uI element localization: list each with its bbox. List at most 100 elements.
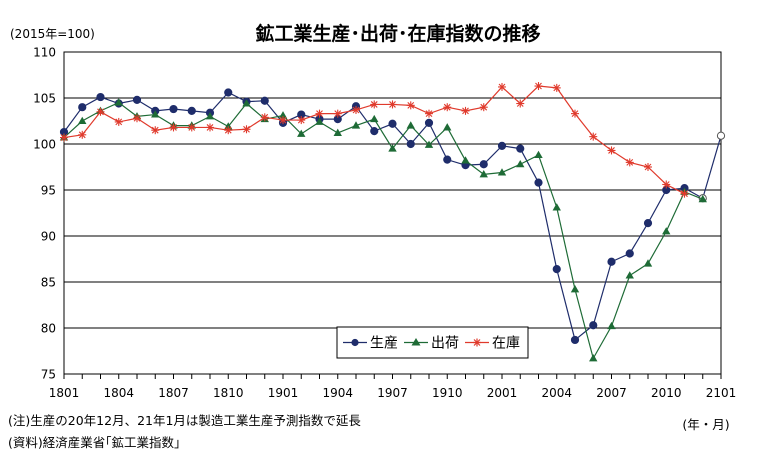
data-point-在庫 bbox=[534, 82, 543, 91]
data-point-在庫 bbox=[552, 83, 561, 92]
data-point-出荷 bbox=[589, 354, 598, 362]
data-point-生産 bbox=[589, 321, 598, 330]
data-point-在庫 bbox=[114, 117, 123, 126]
x-tick-label: 1907 bbox=[377, 386, 408, 400]
data-point-在庫 bbox=[589, 132, 598, 141]
data-point-出荷 bbox=[297, 129, 306, 137]
x-tick-label: 2010 bbox=[651, 386, 682, 400]
data-point-在庫 bbox=[406, 101, 415, 110]
data-point-生産 bbox=[534, 178, 543, 187]
y-tick-label: 75 bbox=[41, 368, 56, 382]
data-point-出荷 bbox=[278, 111, 288, 119]
data-point-出荷 bbox=[552, 203, 561, 211]
y-tick-label: 85 bbox=[41, 276, 56, 290]
y-axis: 75 80 85 90 95 100 105 110 bbox=[33, 46, 56, 382]
data-point-出荷 bbox=[443, 123, 452, 131]
plot-frame bbox=[63, 51, 722, 375]
x-tick-label: 1901 bbox=[268, 386, 299, 400]
x-tick-label: 2001 bbox=[487, 386, 518, 400]
x-tick-label: 2007 bbox=[596, 386, 627, 400]
data-point-在庫 bbox=[151, 126, 160, 135]
data-point-在庫 bbox=[370, 100, 379, 109]
data-point-出荷 bbox=[242, 99, 251, 107]
data-point-在庫 bbox=[461, 106, 470, 115]
data-point-生産 bbox=[552, 265, 561, 274]
data-point-生産 bbox=[643, 219, 653, 228]
data-point-出荷 bbox=[570, 285, 580, 293]
y-unit-label: (2015年=100) bbox=[10, 27, 95, 41]
data-point-在庫 bbox=[625, 158, 634, 167]
data-point-生産 bbox=[479, 160, 488, 169]
x-tick-label: 1904 bbox=[322, 386, 353, 400]
data-point-生産 bbox=[96, 92, 105, 102]
data-point-在庫 bbox=[169, 123, 178, 132]
data-point-在庫 bbox=[297, 116, 306, 125]
legend-marker-在庫 bbox=[473, 338, 481, 347]
data-point-在庫 bbox=[479, 103, 488, 112]
data-point-出荷 bbox=[78, 116, 87, 124]
data-point-出荷 bbox=[607, 321, 616, 330]
data-point-在庫 bbox=[607, 146, 616, 155]
legend-label-在庫: 在庫 bbox=[492, 335, 520, 352]
x-tick-label: 2101 bbox=[706, 386, 737, 400]
data-point-出荷 bbox=[516, 159, 525, 168]
data-point-生産 bbox=[224, 88, 233, 97]
data-point-在庫 bbox=[644, 163, 652, 171]
data-point-出荷 bbox=[114, 98, 123, 106]
data-point-生産 bbox=[716, 131, 726, 140]
data-point-生産 bbox=[516, 144, 525, 153]
data-point-在庫 bbox=[260, 113, 269, 122]
data-point-生産 bbox=[187, 106, 196, 115]
data-point-生産 bbox=[260, 96, 269, 105]
data-point-在庫 bbox=[133, 114, 141, 123]
data-point-出荷 bbox=[698, 194, 707, 203]
y-tick-label: 90 bbox=[41, 230, 56, 244]
legend-label-出荷: 出荷 bbox=[431, 336, 459, 352]
data-point-在庫 bbox=[333, 109, 342, 118]
x-axis: 1801 1804 1807 1810 1901 1904 1907 1910 2001 2004… bbox=[49, 374, 737, 400]
legend-box bbox=[336, 326, 529, 359]
series-在庫 bbox=[60, 82, 689, 198]
data-point-出荷 bbox=[643, 259, 653, 267]
data-point-出荷 bbox=[351, 121, 361, 129]
x-tick-label: 1804 bbox=[103, 386, 134, 400]
data-point-生産 bbox=[443, 155, 452, 164]
y-tick-label: 100 bbox=[33, 138, 56, 152]
x-unit-label: (年・月) bbox=[682, 417, 729, 432]
data-point-生産 bbox=[132, 95, 142, 104]
legend: 生産 出荷 在庫 bbox=[336, 326, 529, 359]
data-point-在庫 bbox=[242, 125, 251, 134]
data-point-在庫 bbox=[78, 130, 87, 139]
legend-label-生産: 生産 bbox=[370, 336, 398, 352]
y-tick-label: 110 bbox=[33, 46, 56, 60]
legend-marker-出荷 bbox=[411, 338, 421, 346]
data-point-出荷 bbox=[406, 121, 415, 129]
data-point-在庫 bbox=[187, 123, 196, 132]
data-point-出荷 bbox=[370, 114, 379, 123]
source-line: (資料)経済産業省｢鉱工業指数｣ bbox=[8, 435, 180, 450]
data-point-生産 bbox=[607, 257, 616, 266]
data-point-出荷 bbox=[479, 170, 488, 178]
series-layer bbox=[59, 82, 726, 362]
data-point-在庫 bbox=[388, 100, 397, 109]
data-point-生産 bbox=[370, 127, 379, 136]
data-point-出荷 bbox=[151, 110, 160, 118]
x-tick-label: 2004 bbox=[541, 386, 572, 400]
data-point-出荷 bbox=[205, 112, 215, 120]
data-point-出荷 bbox=[497, 168, 507, 176]
y-tick-label: 95 bbox=[41, 184, 56, 198]
data-point-生産 bbox=[497, 141, 507, 150]
y-tick-label: 105 bbox=[33, 92, 56, 106]
data-point-在庫 bbox=[662, 180, 671, 189]
data-point-在庫 bbox=[425, 109, 433, 118]
data-point-在庫 bbox=[206, 123, 214, 132]
series-line-出荷 bbox=[63, 101, 703, 360]
data-point-生産 bbox=[388, 119, 397, 128]
data-point-在庫 bbox=[224, 126, 233, 135]
data-point-在庫 bbox=[443, 103, 452, 112]
data-point-出荷 bbox=[625, 271, 634, 279]
legend-marker-生産 bbox=[351, 338, 359, 347]
data-point-出荷 bbox=[662, 227, 671, 235]
data-point-出荷 bbox=[315, 117, 324, 125]
